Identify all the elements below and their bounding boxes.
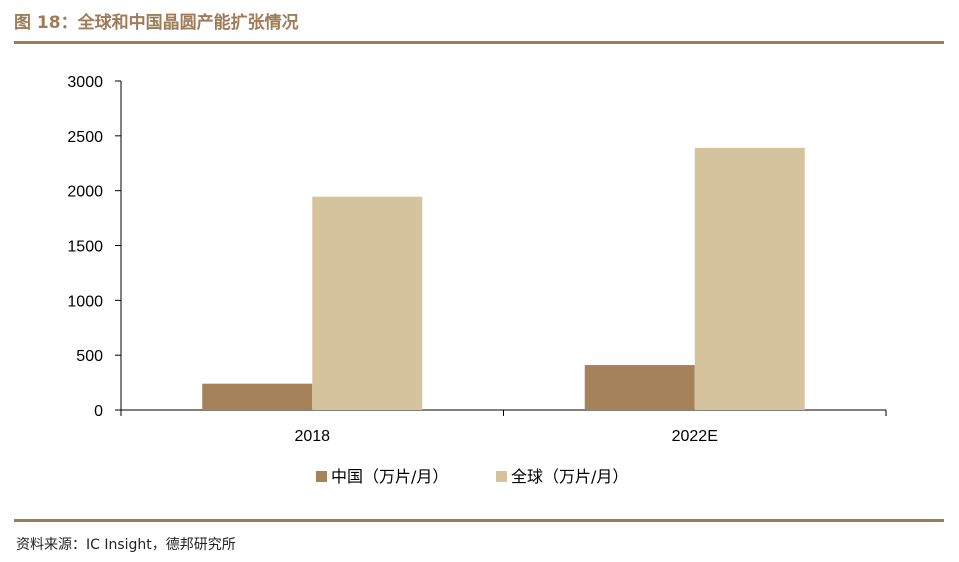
bar [202, 383, 313, 410]
y-tick-label: 1000 [67, 293, 103, 310]
y-tick-label: 3000 [67, 74, 103, 91]
y-tick-label: 1500 [67, 239, 103, 256]
bar [312, 196, 423, 410]
bar-chart: 0 500 1000 1500 2000 2500 3000 2018 2022E 中国（万片/… [67, 74, 887, 486]
x-tick-label: 2022E [672, 428, 718, 445]
legend-label: 中国（万片/月） [331, 467, 448, 486]
legend-label: 全球（万片/月） [511, 467, 628, 486]
y-tick-label: 2500 [67, 129, 103, 146]
bar [694, 147, 805, 410]
legend-swatch [496, 471, 507, 482]
chart-legend: 中国（万片/月） 全球（万片/月） [316, 467, 628, 486]
bar [584, 365, 695, 410]
figure-title: 图 18：全球和中国晶圆产能扩张情况 [14, 13, 299, 33]
legend-swatch [316, 471, 327, 482]
chart-bars [202, 147, 805, 410]
bottom-divider [14, 519, 944, 522]
y-tick-label: 0 [94, 403, 103, 420]
chart-labels: 0 500 1000 1500 2000 2500 3000 2018 2022E [67, 74, 717, 445]
source-note: 资料来源：IC Insight，德邦研究所 [16, 537, 236, 553]
x-tick-label: 2018 [294, 428, 330, 445]
y-tick-label: 2000 [67, 184, 103, 201]
top-divider [14, 41, 944, 44]
y-tick-label: 500 [76, 348, 103, 365]
